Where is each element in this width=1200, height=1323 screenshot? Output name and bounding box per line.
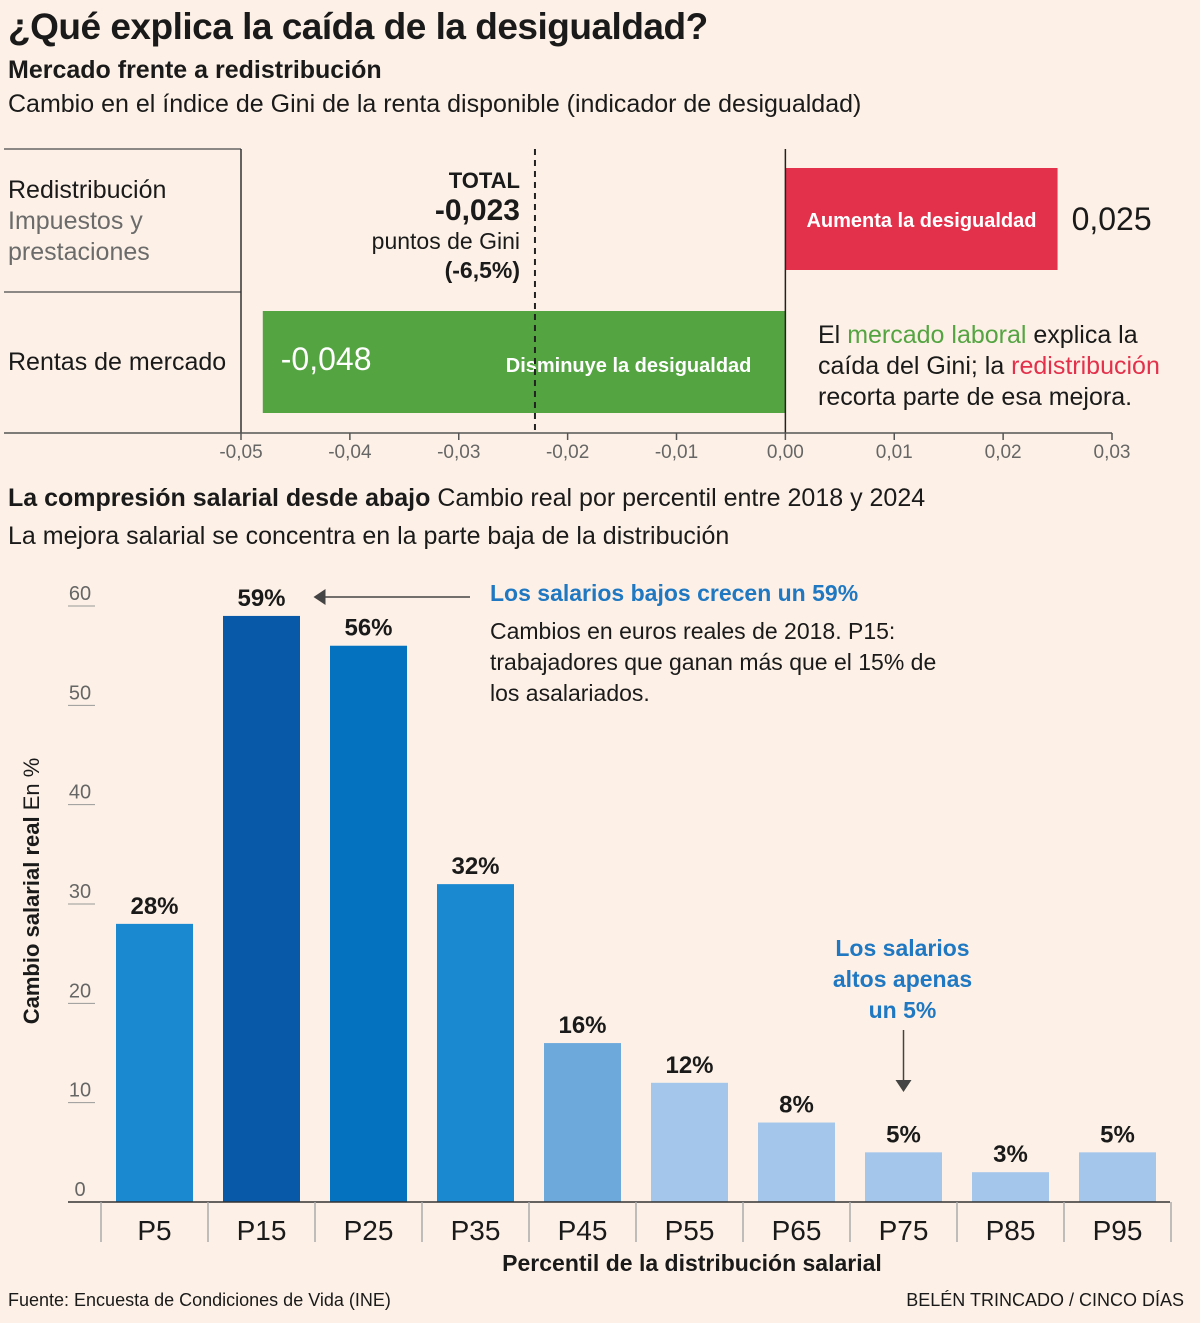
high-wage-arrow-head <box>895 1080 912 1092</box>
credit-note: BELÉN TRINCADO / CINCO DÍAS <box>906 1290 1184 1310</box>
explain-part-3: recorta parte de esa mejora. <box>818 383 1133 411</box>
data-label-p55: 12% <box>665 1052 713 1079</box>
chart-description: Cambio en el índice de Gini de la renta … <box>8 90 862 118</box>
y-tick-label-0: 0 <box>74 1179 85 1201</box>
y-tick-label-1: 10 <box>69 1080 91 1102</box>
bar-p85 <box>972 1172 1049 1202</box>
data-label-p5: 28% <box>130 893 178 920</box>
section2-title-rest: Cambio real por percentil entre 2018 y 2… <box>430 484 926 512</box>
data-label-p35: 32% <box>451 853 499 880</box>
x-category-p35: P35 <box>451 1215 501 1246</box>
x-tick-label-5: 0,00 <box>767 442 804 463</box>
x-category-p75: P75 <box>879 1215 929 1246</box>
data-label-p65: 8% <box>779 1092 814 1119</box>
x-tick-label-8: 0,03 <box>1094 442 1131 463</box>
bar-p45 <box>544 1043 621 1202</box>
x-tick-label-2: -0,03 <box>437 442 480 463</box>
bar-p35 <box>437 884 514 1202</box>
x-category-p55: P55 <box>665 1215 715 1246</box>
data-label-p25: 56% <box>344 615 392 642</box>
explain-part-1: El <box>818 321 848 349</box>
x-category-p65: P65 <box>772 1215 822 1246</box>
row-label-mercado: Rentas de mercado <box>8 348 227 376</box>
x-tick-label-6: 0,01 <box>876 442 913 463</box>
x-axis-title: Percentil de la distribución salarial <box>502 1250 882 1276</box>
x-tick-label-0: -0,05 <box>219 442 262 463</box>
x-category-p5: P5 <box>137 1215 171 1246</box>
bar-p95 <box>1079 1152 1156 1202</box>
row-sublabel-impuestos: Impuestos y <box>8 207 143 235</box>
chart-subtitle: Mercado frente a redistribución <box>8 56 382 84</box>
low-wage-arrow-head <box>313 589 326 605</box>
total-percent: (-6,5%) <box>444 257 520 283</box>
data-label-p85: 3% <box>993 1141 1028 1168</box>
data-label-p95: 5% <box>1100 1121 1135 1148</box>
gini-bar-0 <box>785 168 1058 270</box>
low-wage-note-title: Los salarios bajos crecen un 59% <box>490 580 859 606</box>
gini-chart: Aumenta la desigualdad 0,025 -0,048 Disminu… <box>4 148 1152 463</box>
explain-red: redistribución <box>1011 352 1160 380</box>
explain-part-2: explica la caída del Gini; la <box>818 321 1138 380</box>
bar-p55 <box>651 1082 728 1202</box>
data-label-p45: 16% <box>558 1012 606 1039</box>
y-tick-label-3: 30 <box>69 881 91 903</box>
bar-text-disminuye: Disminuye la desigualdad <box>506 355 752 377</box>
total-annotation: TOTAL -0,023 puntos de Gini (-6,5%) <box>360 166 520 285</box>
row-sublabel-prestaciones: prestaciones <box>8 238 150 266</box>
bar-p25 <box>330 645 407 1202</box>
y-tick-label-4: 40 <box>69 782 91 804</box>
low-wage-note-body: Cambios en euros reales de 2018. P15: tr… <box>490 618 937 706</box>
x-category-p85: P85 <box>986 1215 1036 1246</box>
bar-p5 <box>116 923 193 1202</box>
value-label-redistribucion: 0,025 <box>1072 201 1152 237</box>
total-heading: TOTAL <box>448 168 520 193</box>
bar-p15 <box>223 615 300 1202</box>
total-value: -0,023 <box>434 194 520 227</box>
x-tick-label-7: 0,02 <box>985 442 1022 463</box>
bar-p65 <box>758 1122 835 1202</box>
value-label-mercado: -0,048 <box>281 341 372 377</box>
source-note: Fuente: Encuesta de Condiciones de Vida … <box>8 1290 391 1310</box>
x-tick-label-1: -0,04 <box>328 442 372 463</box>
x-category-p15: P15 <box>237 1215 287 1246</box>
explain-green: mercado laboral <box>847 321 1027 349</box>
gini-bar-1 <box>262 311 786 413</box>
section2-title: La compresión salarial desde abajo Cambi… <box>8 484 925 513</box>
bar-text-aumenta: Aumenta la desigualdad <box>806 210 1036 232</box>
y-tick-label-6: 60 <box>69 583 91 605</box>
y-axis-title-rest: En % <box>19 757 44 817</box>
chart-title: ¿Qué explica la caída de la desigualdad? <box>8 6 708 47</box>
bar-p75 <box>865 1152 942 1202</box>
data-label-p15: 59% <box>237 585 285 612</box>
gini-explanation: El mercado laboral explica la caída del … <box>818 320 1188 413</box>
x-tick-label-4: -0,01 <box>655 442 698 463</box>
y-tick-label-5: 50 <box>69 682 91 704</box>
x-category-p45: P45 <box>558 1215 608 1246</box>
y-axis-title: Cambio salarial real En % <box>19 731 45 1051</box>
section2-description: La mejora salarial se concentra en la pa… <box>8 522 730 550</box>
x-tick-label-3: -0,02 <box>546 442 589 463</box>
y-axis-title-bold: Cambio salarial real <box>19 816 44 1025</box>
section2-title-bold: La compresión salarial desde abajo <box>8 484 431 512</box>
x-category-p25: P25 <box>344 1215 394 1246</box>
x-category-p95: P95 <box>1093 1215 1143 1246</box>
row-label-redistribucion: Redistribución <box>8 176 167 204</box>
data-label-p75: 5% <box>886 1121 921 1148</box>
y-tick-label-2: 20 <box>69 980 91 1002</box>
high-wage-note: Los salarios altos apenas un 5% <box>832 935 973 1023</box>
total-unit: puntos de Gini <box>371 228 520 254</box>
